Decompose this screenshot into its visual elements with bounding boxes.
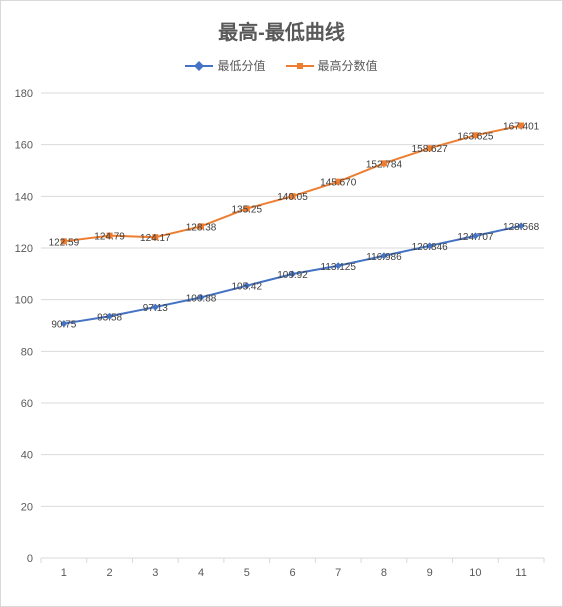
y-tick-label: 80 [21,346,33,358]
legend-marker-icon [297,63,303,69]
x-tick-label: 10 [469,567,481,579]
data-label: 163.625 [457,131,494,142]
legend-marker-icon [195,61,205,71]
data-label: 97.13 [143,303,168,314]
legend-item: 最高分数值 [286,57,378,74]
y-tick-label: 60 [21,398,33,410]
data-label: 124.707 [457,231,494,242]
x-tick-label: 11 [515,567,526,579]
data-label: 116.986 [366,251,402,262]
x-tick-label: 7 [335,567,341,579]
series-line [64,125,521,241]
data-label: 113.125 [321,261,357,272]
x-tick-label: 4 [198,567,204,579]
y-tick-label: 140 [15,191,33,203]
data-label: 124.79 [94,231,125,242]
data-label: 152.784 [366,159,403,170]
data-label: 135.25 [231,204,262,215]
data-label: 90.75 [51,319,76,330]
x-tick-label: 9 [427,567,433,579]
chart-plot-area: 0 20 40 60 80 100 120 140 160 180 1 2 3 4 5 6 7 8 9 10 11 90.… [1,75,562,606]
chart-title: 最高-最低曲线 [1,16,562,45]
y-tick-label: 180 [15,88,33,100]
legend-label: 最高分数值 [318,57,378,74]
y-tick-label: 160 [15,139,33,151]
x-tick-label: 1 [61,567,67,579]
data-label: 122.59 [49,237,80,248]
x-tick-label: 3 [152,567,158,579]
data-label: 145.670 [320,177,357,188]
data-label: 100.88 [186,293,217,304]
legend-item: 最低分值 [185,57,265,74]
data-label: 124.17 [140,233,171,244]
data-label: 158.627 [412,144,449,155]
y-tick-label: 100 [15,294,33,306]
legend-label: 最低分值 [217,57,265,74]
x-tick-label: 2 [107,567,113,579]
x-tick-label: 8 [381,567,387,579]
data-label: 93.58 [97,312,122,323]
data-label: 120.846 [412,241,449,252]
data-label: 109.92 [277,270,308,281]
legend-swatch [286,60,314,72]
y-tick-label: 0 [27,553,33,565]
data-label: 105.42 [231,281,262,292]
y-tick-label: 40 [21,449,33,461]
chart-svg: 0 20 40 60 80 100 120 140 160 180 1 2 3 4 5 6 7 8 9 10 11 90.… [1,75,562,606]
chart-legend: 最低分值 最高分数值 [1,57,562,75]
y-tick-label: 20 [21,501,33,513]
x-tick-label: 6 [289,567,295,579]
chart-frame: 最高-最低曲线 最低分值 最高分数值 0 20 40 60 80 100 120 140 160 1… [0,0,563,607]
legend-swatch [185,60,213,72]
x-tick-label: 5 [244,567,250,579]
data-label: 128.38 [186,222,217,233]
data-label: 140.05 [277,192,308,203]
y-tick-label: 120 [15,243,33,255]
data-label: 167.401 [503,121,540,132]
data-label: 128.568 [503,221,540,232]
